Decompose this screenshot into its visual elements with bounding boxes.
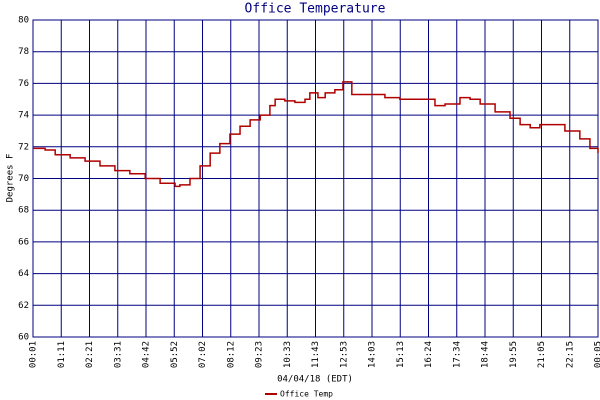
y-tick-label: 62 — [18, 301, 29, 311]
y-tick-label: 74 — [18, 111, 29, 121]
x-tick-label: 05:52 — [170, 341, 180, 368]
y-tick-label: 68 — [18, 206, 29, 216]
x-tick-label: 01:11 — [57, 341, 67, 368]
x-tick-label: 16:24 — [424, 341, 434, 368]
x-tick-label: 12:53 — [339, 341, 349, 368]
y-axis-label: Degrees F — [6, 154, 16, 203]
x-tick-label: 04:42 — [142, 341, 152, 368]
x-tick-label: 07:02 — [198, 341, 208, 368]
x-tick-label: 00:01 — [29, 341, 39, 368]
x-tick-label: 03:31 — [113, 341, 123, 368]
y-tick-label: 76 — [18, 79, 29, 89]
x-tick-label: 10:33 — [283, 341, 293, 368]
y-tick-label: 60 — [18, 333, 29, 343]
x-tick-label: 19:55 — [509, 341, 519, 368]
x-tick-label: 02:21 — [85, 341, 95, 368]
y-tick-label: 78 — [18, 47, 29, 57]
x-tick-label: 14:03 — [368, 341, 378, 368]
y-tick-label: 80 — [18, 16, 29, 26]
x-axis-label: 04/04/18 (EDT) — [277, 375, 353, 385]
chart-title: Office Temperature — [245, 2, 386, 17]
x-tick-label: 15:13 — [396, 341, 406, 368]
x-tick-label: 18:44 — [481, 341, 491, 368]
y-tick-label: 70 — [18, 174, 29, 184]
x-tick-label: 00:05 — [594, 341, 600, 368]
y-tick-label: 72 — [18, 142, 29, 152]
x-tick-label: 09:23 — [255, 341, 265, 368]
data-line — [33, 81, 599, 188]
legend-label: Office Temp — [280, 390, 333, 399]
y-tick-label: 66 — [18, 237, 29, 247]
x-tick-label: 22:15 — [565, 341, 575, 368]
x-tick-label: 17:34 — [452, 341, 462, 368]
x-tick-label: 11:43 — [311, 341, 321, 368]
y-tick-label: 64 — [18, 269, 29, 279]
x-tick-label: 08:12 — [226, 341, 236, 368]
x-tick-label: 21:05 — [537, 341, 547, 368]
